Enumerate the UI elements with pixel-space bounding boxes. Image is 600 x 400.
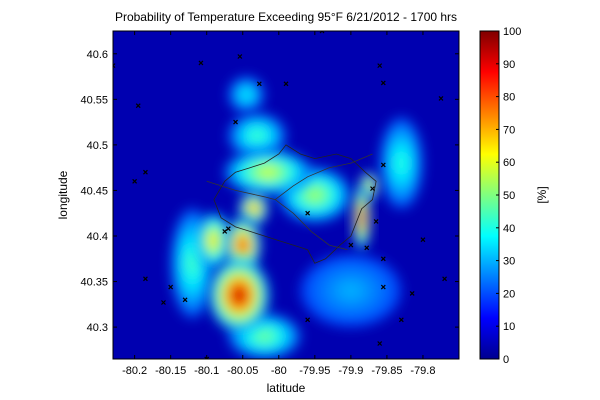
station-marker [373,218,379,224]
y-tick-label: 40.6 [87,49,108,61]
station-marker [370,186,375,192]
heatmap-hotspot [224,217,261,273]
station-marker [143,169,148,175]
station-marker [380,80,386,86]
station-marker [182,297,188,303]
station-marker [380,162,386,168]
heatmap-hotspot [239,192,268,226]
station-marker [256,81,262,87]
station-marker [348,242,354,248]
heatmap-hotspot [170,208,214,318]
y-tick-label: 40.3 [87,322,108,334]
x-axis-label: latitude [267,381,306,395]
station-marker [442,276,448,282]
station-marker [305,317,311,323]
colorbar-tick-label: 30 [503,256,515,268]
boundary-outline [213,144,377,264]
station-marker [222,229,228,234]
station-marker [283,81,289,87]
station-marker [132,178,138,184]
colorbar-ticks: 0 10 20 30 40 50 60 70 80 90 100 [496,26,521,366]
station-marker [364,245,370,251]
river-line [206,180,348,251]
heatmap-hotspot [228,76,265,113]
y-tick-label: 40.35 [80,277,108,289]
station-marker [409,290,415,296]
plot-frame [112,30,460,360]
heatmap-hotspot [208,258,270,332]
station-marker [305,210,311,216]
river-line [274,153,373,200]
x-tick-label: -80.15 [155,365,186,377]
station-marker [380,284,386,290]
x-tick-label: -79.85 [371,365,402,377]
colorbar-label: [%] [535,186,549,203]
heatmap-hotspot [228,112,286,159]
y-tick-label: 40.45 [80,185,108,197]
colorbar: 0 10 20 30 40 50 60 70 80 90 100 [%] [479,26,549,366]
heatmap-hotspot [224,149,312,196]
station-marker [135,103,141,109]
station-marker [204,356,210,359]
y-tick-label: 40.5 [87,140,108,152]
station-marker [398,317,404,323]
colorbar-tick-label: 90 [503,59,515,71]
station-marker [380,256,386,262]
station-marker [198,60,204,66]
colorbar-tick-label: 10 [503,321,515,333]
x-axis-ticks: -80.2 -80.15 -80.1 -80.05 -80 -79.95 -79.9 -79.… [122,31,435,377]
y-tick-label: 40.55 [80,94,108,106]
x-tick-label: -80.1 [194,365,219,377]
y-tick-label: 40.4 [87,231,108,243]
colorbar-tick-label: 80 [503,92,515,104]
colorbar-tick-label: 0 [503,354,509,366]
x-tick-label: -79.9 [338,365,363,377]
colorbar-tick-label: 20 [503,288,515,300]
station-marker [233,119,238,125]
heatmap-field [170,76,423,359]
station-marker [377,63,383,69]
plot-area: -80.2 -80.15 -80.1 -80.05 -80 -79.95 -79.9 -79.… [80,30,460,377]
x-tick-label: -80.2 [122,365,147,377]
colorbar-tick-label: 50 [503,190,515,202]
station-marker [319,31,325,34]
station-marker [438,95,444,101]
station-marker [113,63,116,69]
station-marker [225,226,231,232]
station-marker [377,341,383,346]
x-tick-label: -79.8 [410,365,435,377]
colorbar-tick-label: 70 [503,124,515,136]
city-boundary [206,144,377,264]
station-marker [161,300,166,305]
station-markers [113,31,448,359]
heatmap-hotspot [353,185,371,250]
y-axis-ticks: 40.3 40.35 40.4 40.45 40.5 40.55 40.6 [80,49,459,334]
heatmap-hotspot [379,117,423,209]
y-axis-label: longitude [56,170,70,219]
station-marker [420,237,426,243]
x-tick-label: -79.95 [299,365,330,377]
station-marker [168,284,174,290]
x-tick-label: -80.05 [227,365,258,377]
x-tick-label: -80 [271,365,287,377]
colorbar-tick-label: 60 [503,157,515,169]
heatmap-hotspot [278,167,351,223]
colorbar-tick-label: 100 [503,26,521,38]
chart-title: Probability of Temperature Exceeding 95°… [115,10,457,24]
heatmap-hotspot [300,254,402,328]
station-marker [143,276,148,282]
heatmap-hotspot [195,213,232,268]
station-marker [237,54,243,59]
colorbar-tick-label: 40 [503,223,515,235]
